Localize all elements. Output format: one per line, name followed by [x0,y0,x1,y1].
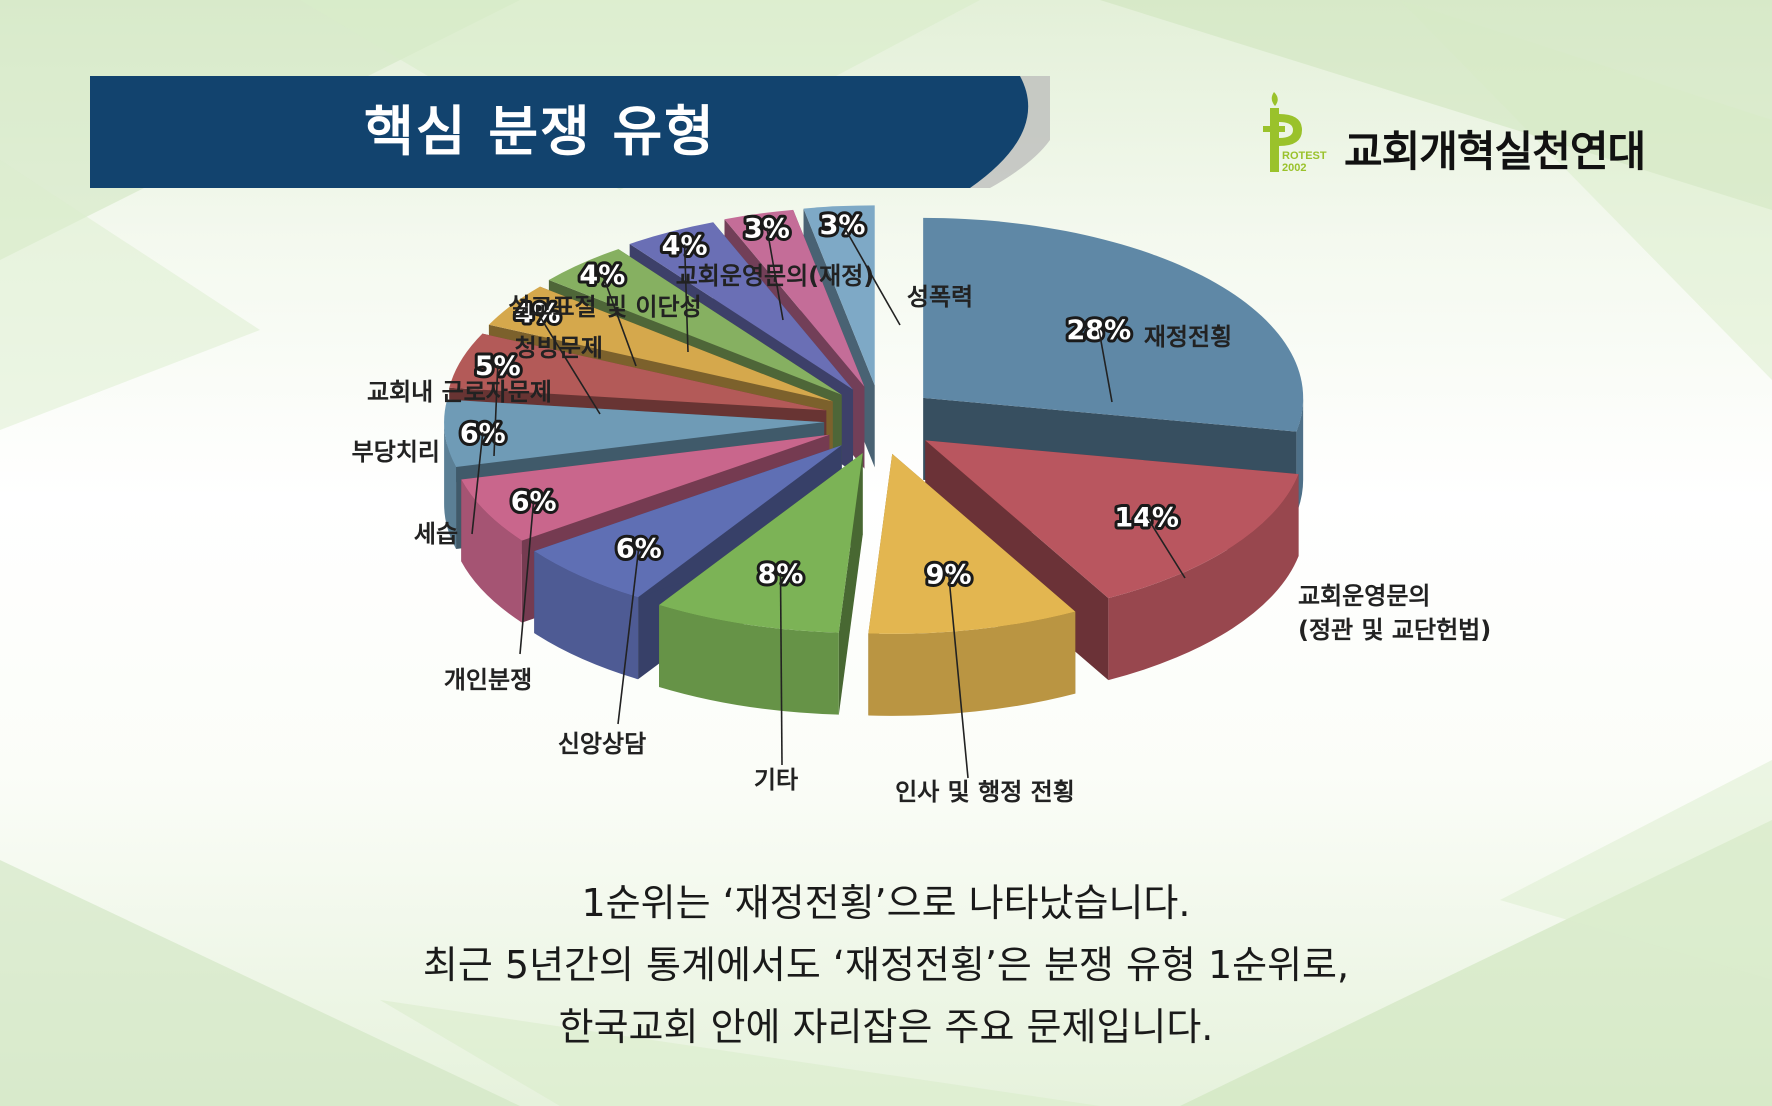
slice-category-label: 부당치리 [352,438,440,466]
slice-value-label: 6% [460,418,506,449]
slice-top [925,440,1299,599]
leader-line [493,365,499,457]
slice-top [659,453,863,633]
slice-category-label: 재정전횡 [1144,323,1232,351]
slice-outer-wall [1108,474,1299,681]
leader-line [1098,328,1113,403]
slice-category-label: 개인분쟁 [444,666,532,694]
slice-outer-wall [534,551,639,680]
slice-top [461,434,830,541]
slice-category-label: 성폭력 [907,283,973,311]
slice-category-label: 설교표절 및 이단성 [508,293,701,321]
slice-category-label: 교회운영문의 (정관 및 교단헌법) [1298,582,1491,644]
slice-category-label: 교회내 근로자문제 [367,378,552,406]
caption-line-3: 한국교회 안에 자리잡은 주요 문제입니다. [558,1005,1214,1049]
pie-slice [868,453,1076,716]
slice-category-label: 세습 [414,520,458,548]
slice-category-label: 기타 [754,766,798,794]
slice-value-label: 14% [1114,503,1179,534]
leader-line [947,573,969,779]
slice-top [724,209,865,387]
leader-line [601,273,637,367]
slice-category-label: 인사 및 행정 전횡 [895,778,1075,806]
leader-line [519,500,535,655]
slice-outer-wall [444,422,457,549]
slice-category-label: 청빙문제 [515,334,603,362]
slice-outer-wall [461,479,522,623]
page-title: 핵심 분쟁 유형 [364,100,716,163]
slice-value-label: 28% [1067,315,1132,346]
title-banner: 핵심 분쟁 유형 [90,76,1050,188]
pie-slice [659,453,863,715]
slice-top [868,453,1076,634]
slice-top [548,249,842,395]
slice-top [923,217,1304,432]
pie-slices [444,205,1304,716]
organization-logo: ROTEST 2002 교회개혁실천연대 [1262,88,1646,178]
caption-line-1: 1순위는 ‘재정전횡’으로 나타났습니다. [581,881,1191,925]
slice-value-label: 4% [579,260,625,291]
slice-category-label: 신앙상담 [558,730,646,758]
slice-category-label: 교회운영문의(재정) [676,262,875,290]
logo-sub-text: ROTEST [1282,150,1327,162]
slice-outer-wall [659,604,839,715]
leader-line [683,244,689,353]
leader-line [536,312,601,415]
slice-top [444,399,825,467]
slice-outer-wall [868,611,1076,716]
title-banner-shape [90,76,1050,188]
protest-logo-icon [1263,92,1302,172]
logo-name: 교회개혁실천연대 [1344,127,1646,176]
caption-line-2: 최근 5년간의 통계에서도 ‘재정전횡’은 분쟁 유형 1순위로, [422,943,1350,987]
leader-line [779,572,783,766]
slice-top [488,286,833,402]
leader-line [841,223,901,326]
logo-year: 2002 [1282,162,1307,174]
leader-line [766,227,784,321]
leader-line [471,432,484,535]
leader-line [617,547,640,725]
slice-top [534,445,842,598]
leader-line [1145,516,1186,579]
slice-side-wall [461,434,830,562]
slice-top [449,333,827,411]
